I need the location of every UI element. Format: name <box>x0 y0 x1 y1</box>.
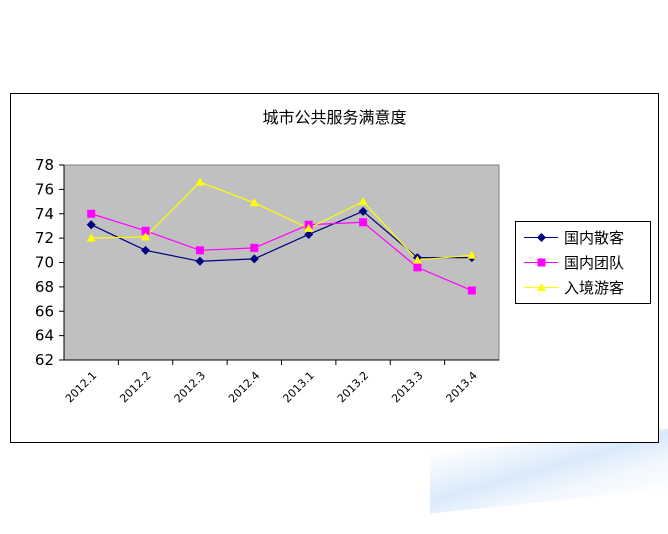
y-tick-label: 64 <box>35 327 54 345</box>
diamond-marker-icon <box>537 233 546 242</box>
series-line-3 <box>91 181 472 261</box>
data-point-triangle <box>537 283 546 291</box>
legend-label: 国内散客 <box>564 229 625 247</box>
legend-item-series-2: 国内团队 <box>524 252 649 274</box>
data-point-diamond <box>304 229 314 239</box>
y-tick-label: 68 <box>35 278 54 296</box>
data-point-diamond <box>141 245 151 255</box>
data-point-triangle <box>358 197 368 206</box>
series-line-2 <box>91 213 473 292</box>
legend-label: 入境游客 <box>564 279 625 297</box>
y-tick-label: 66 <box>35 302 54 320</box>
data-point-square <box>87 209 96 218</box>
y-tick-label: 78 <box>35 156 54 174</box>
x-tick-label: 2013.4 <box>444 369 480 405</box>
data-point-square <box>141 226 150 235</box>
x-tick-label: 2013.3 <box>389 369 425 405</box>
y-tick-label: 70 <box>35 254 54 272</box>
x-tick-label: 2013.2 <box>335 369 371 405</box>
data-point-diamond <box>86 220 96 230</box>
triangle-marker-icon <box>537 283 546 291</box>
data-point-diamond <box>249 254 259 264</box>
plot-area <box>63 164 500 361</box>
x-tick-label: 2012.2 <box>117 369 153 405</box>
data-point-triangle <box>141 232 151 241</box>
data-point-diamond <box>195 256 205 266</box>
data-point-square <box>195 246 204 255</box>
chart-title: 城市公共服务满意度 <box>262 108 407 127</box>
legend-label: 国内团队 <box>564 254 625 272</box>
data-point-diamond <box>537 233 546 242</box>
data-point-triangle <box>467 250 477 259</box>
y-tick-label: 76 <box>35 180 54 198</box>
x-tick-label: 2012.3 <box>172 369 208 405</box>
x-tick-label: 2013.1 <box>280 369 316 405</box>
data-point-triangle <box>249 198 259 207</box>
data-point-square <box>467 286 476 295</box>
square-marker-icon <box>537 258 546 267</box>
y-tick-label: 62 <box>35 351 54 369</box>
x-tick-label: 2012.1 <box>63 369 99 405</box>
legend-item-series-1: 国内散客 <box>524 227 649 249</box>
y-tick-label: 74 <box>35 205 54 223</box>
data-point-square <box>413 263 422 272</box>
data-point-triangle <box>412 255 422 264</box>
legend: 国内散客 国内团队 入境游客 <box>515 221 651 304</box>
data-point-square <box>250 243 259 252</box>
x-tick-label: 2012.4 <box>226 369 262 405</box>
data-point-triangle <box>86 233 96 242</box>
data-point-diamond <box>358 206 368 216</box>
data-point-square <box>359 218 368 227</box>
legend-item-series-3: 入境游客 <box>524 277 649 299</box>
data-point-triangle <box>195 177 205 186</box>
data-point-triangle <box>304 223 314 232</box>
y-tick-label: 72 <box>35 229 54 247</box>
data-point-square <box>537 258 546 267</box>
